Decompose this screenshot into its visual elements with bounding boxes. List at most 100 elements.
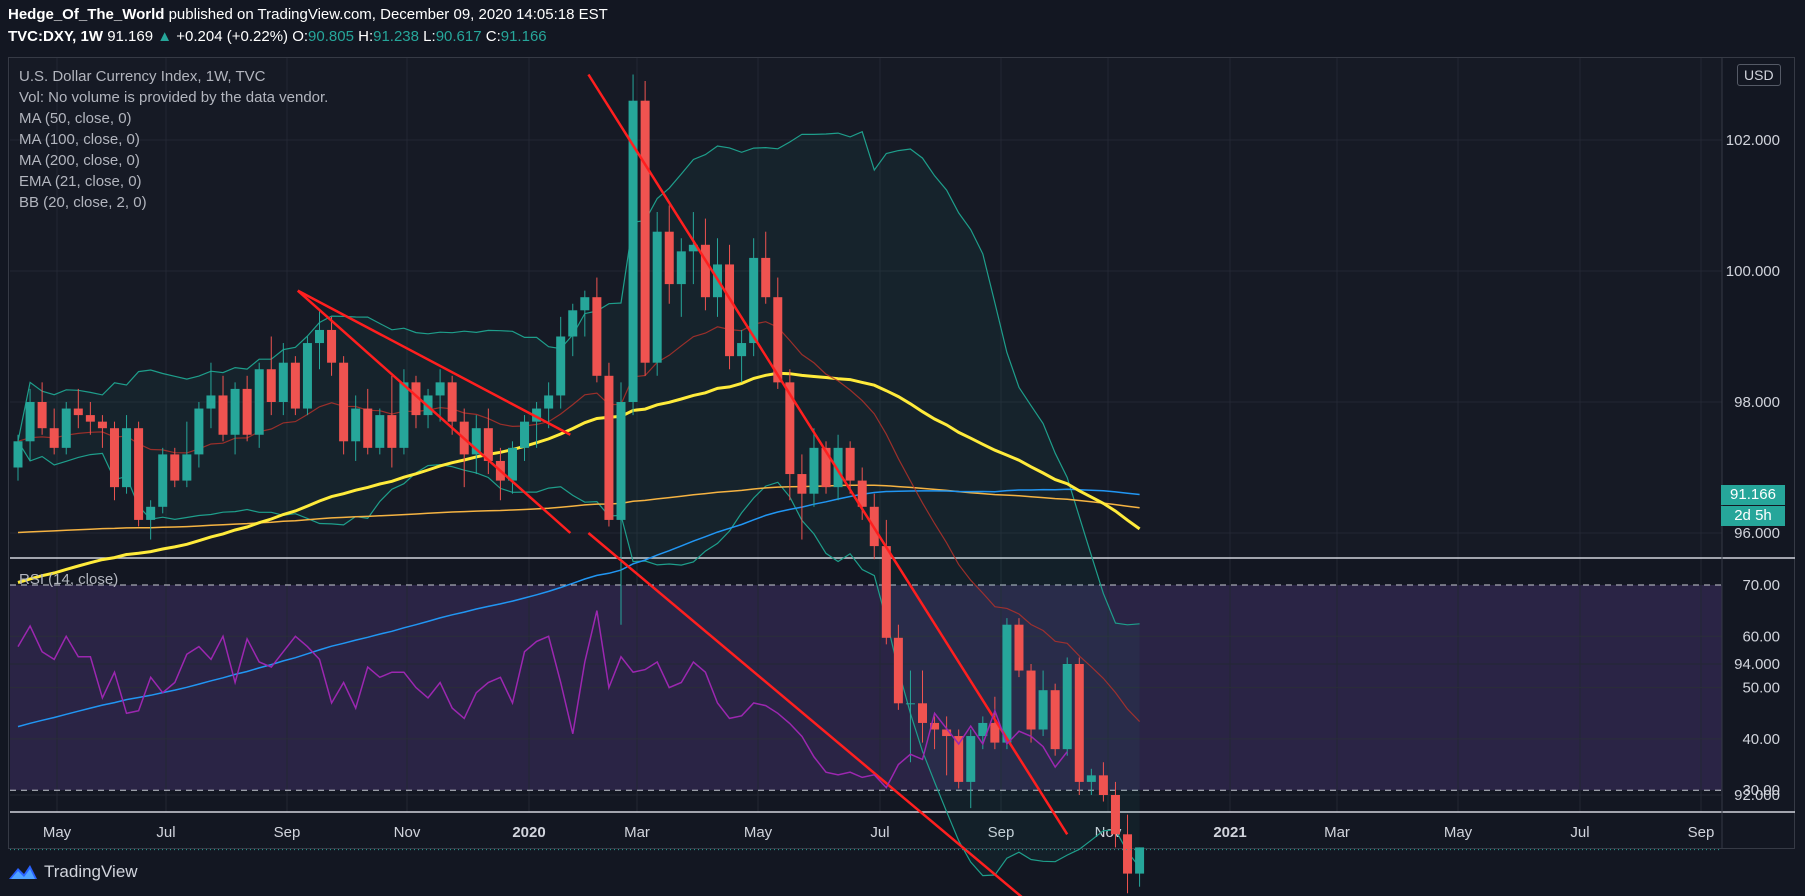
rsi-tick-label: 30.00 [1742, 782, 1780, 799]
time-tick-label: Jul [156, 824, 175, 841]
candle-body [158, 454, 168, 507]
candle-body [109, 428, 119, 488]
candle-body [339, 362, 349, 442]
footer-brand[interactable]: TradingView [8, 862, 138, 882]
candle-body [785, 382, 795, 475]
low-label: L: [423, 28, 436, 45]
candle-body [230, 388, 240, 435]
bollinger-upper [17, 130, 1140, 626]
candle-body [990, 722, 1000, 743]
legend-ema21[interactable]: EMA (21, close, 0) [19, 173, 142, 190]
rsi-legend[interactable]: RSI (14, close) [19, 571, 119, 588]
candle-body [725, 264, 735, 357]
candle-body [1110, 795, 1120, 835]
candle-body [375, 415, 385, 448]
candle-body [1086, 775, 1096, 782]
price-tick-label: 100.000 [1726, 263, 1780, 280]
candle-body [930, 722, 940, 730]
price-tick-label: 102.000 [1726, 132, 1780, 149]
candle-body [97, 421, 107, 429]
candle-body [37, 402, 47, 429]
rsi-line [17, 610, 1068, 789]
currency-button[interactable]: USD [1737, 64, 1781, 86]
bollinger-lower [17, 440, 1141, 877]
candle-body [773, 297, 783, 383]
symbol-interval: TVC:DXY, 1W [8, 28, 104, 45]
candle-body [688, 244, 698, 252]
candle-body [73, 408, 83, 416]
bollinger-fill [18, 131, 1140, 876]
candle-body [676, 251, 686, 285]
candle-body [893, 637, 903, 704]
tradingview-logo-icon [9, 865, 37, 879]
candle-body [592, 297, 602, 376]
candle-body [845, 447, 855, 481]
rsi-pane [10, 560, 1722, 812]
price-pane [10, 58, 1722, 558]
legend-title[interactable]: U.S. Dollar Currency Index, 1W, TVC [19, 68, 266, 85]
candle-body [351, 408, 361, 442]
ma50-line [17, 371, 1141, 584]
rsi-tick-label: 50.00 [1742, 680, 1780, 697]
candle-body [218, 395, 228, 435]
legend-ma100[interactable]: MA (100, close, 0) [19, 131, 140, 148]
time-tick-label: May [1444, 824, 1473, 841]
legend-ma200[interactable]: MA (200, close, 0) [19, 152, 140, 169]
candle-body [544, 395, 554, 409]
time-tick-label: 2020 [512, 824, 545, 841]
candle-body [568, 310, 578, 337]
candle-body [1074, 664, 1084, 782]
close-label: C: [485, 28, 501, 45]
candle-body [266, 369, 276, 402]
up-arrow-icon: ▲ [157, 28, 173, 45]
candle-body [194, 408, 204, 455]
candle-body [411, 382, 421, 416]
candle-body [1038, 690, 1048, 730]
trendline-lower-1 [296, 289, 572, 534]
candle-body [447, 382, 457, 422]
time-tick-label: Jul [870, 824, 889, 841]
price-tick-label: 98.000 [1734, 394, 1780, 411]
price-tick-label: 94.000 [1734, 656, 1780, 673]
candle-body [978, 722, 988, 737]
legend-volume[interactable]: Vol: No volume is provided by the data v… [19, 89, 329, 106]
candle-body [1098, 775, 1108, 795]
candle-body [520, 421, 530, 448]
candle-body [242, 388, 252, 435]
ma100-line [17, 488, 1140, 728]
candle-body [966, 736, 976, 782]
candle-body [604, 375, 614, 520]
time-tick-label: Sep [988, 824, 1015, 841]
indicator-legend: U.S. Dollar Currency Index, 1W, TVC Vol:… [19, 66, 328, 213]
candle-body [809, 447, 819, 494]
candle-body [61, 408, 71, 448]
candle-body [327, 329, 337, 363]
candle-body [471, 428, 481, 455]
time-tick-label: Nov [394, 824, 421, 841]
candle-body [797, 474, 807, 494]
candle-body [302, 343, 312, 409]
candle-body [1026, 670, 1036, 730]
candle-body [532, 408, 542, 422]
candle-body [664, 231, 674, 285]
candle-body [435, 382, 445, 396]
candle-body [134, 428, 144, 520]
candle-body [170, 454, 180, 481]
high-label: H: [358, 28, 374, 45]
candle-body [146, 506, 156, 520]
candle-body [85, 415, 95, 422]
chart-frame[interactable] [8, 57, 1795, 849]
candle-body [363, 408, 373, 448]
publisher-name[interactable]: Hedge_Of_The_World [8, 6, 165, 23]
trendline-lower-2 [587, 532, 1023, 896]
candle-body [1062, 664, 1072, 750]
legend-bb[interactable]: BB (20, close, 2, 0) [19, 194, 147, 211]
candle-body [206, 395, 216, 409]
time-tick-label: Jul [1570, 824, 1589, 841]
legend-ma50[interactable]: MA (50, close, 0) [19, 110, 132, 127]
time-tick-label: Sep [274, 824, 301, 841]
candle-body [1002, 624, 1012, 743]
ohlc-bar: TVC:DXY, 1W 91.169 ▲ +0.204 (+0.22%) O:9… [8, 28, 547, 45]
rsi-tick-label: 70.00 [1742, 577, 1780, 594]
